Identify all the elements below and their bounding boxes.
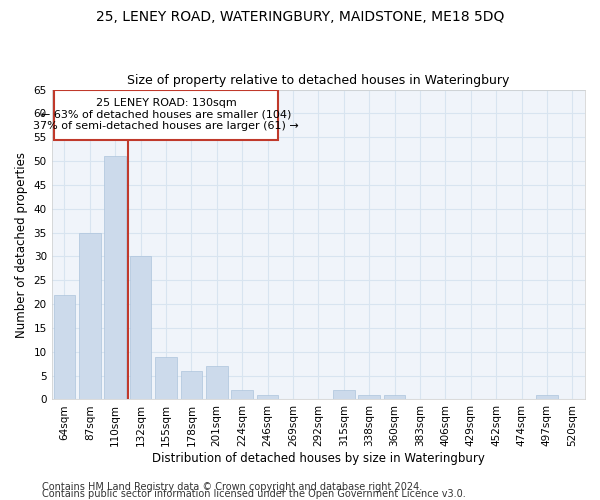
X-axis label: Distribution of detached houses by size in Wateringbury: Distribution of detached houses by size … (152, 452, 485, 465)
Bar (257, 394, 278, 400)
Text: Contains public sector information licensed under the Open Government Licence v3: Contains public sector information licen… (42, 489, 466, 499)
Bar (536, 394, 557, 400)
Bar (130, 256, 151, 400)
FancyBboxPatch shape (54, 90, 278, 140)
Bar (155, 356, 177, 400)
Bar (79, 232, 101, 400)
Text: 25, LENEY ROAD, WATERINGBURY, MAIDSTONE, ME18 5DQ: 25, LENEY ROAD, WATERINGBURY, MAIDSTONE,… (96, 10, 504, 24)
Bar (333, 390, 355, 400)
Y-axis label: Number of detached properties: Number of detached properties (15, 152, 28, 338)
Text: Contains HM Land Registry data © Crown copyright and database right 2024.: Contains HM Land Registry data © Crown c… (42, 482, 422, 492)
Bar (181, 371, 202, 400)
Bar (384, 394, 406, 400)
Bar (358, 394, 380, 400)
Title: Size of property relative to detached houses in Wateringbury: Size of property relative to detached ho… (127, 74, 509, 87)
Bar (206, 366, 227, 400)
Bar (104, 156, 126, 400)
Bar (232, 390, 253, 400)
Bar (53, 294, 75, 400)
Text: 25 LENEY ROAD: 130sqm
← 63% of detached houses are smaller (104)
37% of semi-det: 25 LENEY ROAD: 130sqm ← 63% of detached … (33, 98, 299, 131)
